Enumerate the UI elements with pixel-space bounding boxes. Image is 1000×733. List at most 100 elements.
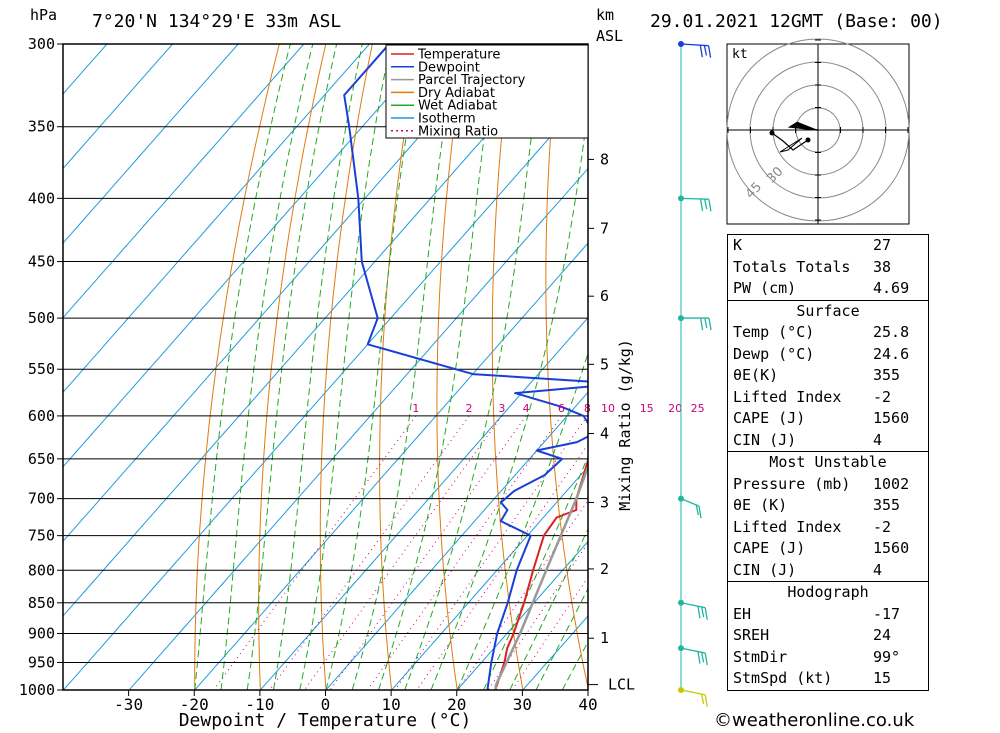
index-row: Temp (°C) 25.8 — [733, 323, 910, 341]
copyright-link[interactable]: ©weatheronline.co.uk — [714, 710, 915, 731]
km-tick-label: 1 — [600, 629, 609, 647]
legend-box — [385, 44, 589, 139]
km-tick-label: 6 — [600, 287, 609, 305]
dry-adiabat-line — [258, 44, 327, 690]
hodograph-point — [769, 130, 775, 136]
index-row: Lifted Index -2 — [733, 387, 892, 406]
wind-barb-feather — [703, 45, 708, 56]
mixing-ratio-label: 2 — [466, 402, 473, 415]
km-tick-label: 4 — [600, 425, 609, 443]
wind-barb-feather — [704, 652, 708, 666]
mixing-ratio-line — [366, 415, 562, 690]
pressure-tick-label: 650 — [28, 450, 55, 468]
legend-entry: Mixing Ratio — [418, 124, 498, 139]
km-label: km — [596, 6, 614, 24]
wet-adiabat-line — [351, 44, 458, 690]
wind-barb-feather — [699, 45, 703, 58]
wind-barb-shaft — [680, 602, 706, 609]
index-row: SREH 24 — [733, 626, 892, 644]
wet-adiabat-line — [194, 44, 291, 690]
most-unstable-indices: Most Unstable Pressure (mb) 1002 θE (K) 35… — [728, 452, 928, 582]
pressure-tick-label: 400 — [28, 189, 55, 207]
index-row: θE (K) 355 — [733, 496, 901, 514]
wind-barb-feather — [707, 45, 712, 58]
index-row: CIN (J) 4 — [733, 560, 883, 579]
wind-barb-shaft — [680, 498, 700, 507]
wet-adiabat-line — [246, 44, 338, 690]
dry-adiabat-line — [977, 44, 1000, 690]
section-title: Surface — [796, 301, 860, 320]
index-row: CAPE (J) 1560 — [733, 539, 910, 557]
temperature-tick-label: 20 — [447, 695, 466, 714]
wind-barb-feather — [708, 317, 712, 331]
indices-table: K 27 Totals Totals 38 PW (cm) 4.69 Surface … — [727, 234, 929, 691]
wet-adiabat-line — [273, 44, 363, 690]
index-row: Dewp (°C) 24.6 — [733, 344, 910, 363]
pressure-tick-label: 350 — [28, 118, 55, 136]
pressure-unit-label: hPa — [30, 6, 57, 24]
mixing-ratio-line — [269, 415, 470, 690]
parcel-trajectory-curve — [494, 463, 588, 690]
isotherm-line — [63, 44, 502, 543]
x-axis-label: Dewpoint / Temperature (°C) — [179, 710, 472, 731]
pressure-tick-label: 700 — [28, 490, 55, 508]
storm-motion-arrow — [779, 137, 803, 153]
wind-barb-feather — [704, 694, 708, 708]
wind-barb-feather — [704, 198, 708, 210]
mixing-ratio-line — [511, 576, 588, 690]
km-tick-label: 3 — [600, 493, 609, 511]
km-tick-label: 7 — [600, 219, 609, 237]
wet-adiabat-line — [404, 44, 544, 690]
isotherm-line — [194, 242, 588, 690]
wind-barb-feather — [704, 607, 708, 620]
pressure-tick-label: 1000 — [19, 681, 55, 699]
wind-barb-feather — [699, 198, 704, 212]
isotherm-line — [456, 540, 588, 690]
hodograph-indices: Hodograph EH -17 SREH 24 StmDir 99° StmSpd … — [728, 582, 928, 690]
index-row: StmDir 99° — [733, 647, 901, 666]
temperature-tick-label: 30 — [513, 695, 532, 714]
temperature-tick-label: -30 — [114, 695, 143, 714]
wind-barb-shaft — [680, 647, 706, 654]
pressure-tick-label: 900 — [28, 624, 55, 642]
temperature-tick-label: 10 — [381, 695, 400, 714]
asl-label: ASL — [596, 27, 623, 45]
dry-adiabat-line — [930, 44, 1000, 690]
location-title: 7°20'N 134°29'E 33m ASL — [92, 11, 341, 32]
mixing-ratio-label: 10 — [601, 402, 615, 415]
mixing-ratio-label: 1 — [412, 402, 419, 415]
index-row: CIN (J) 4 — [733, 430, 883, 449]
pressure-tick-label: 300 — [28, 35, 55, 53]
mixing-ratio-label: 20 — [668, 402, 682, 415]
pressure-grid — [63, 43, 588, 691]
legend-entry: Dry Adiabat — [418, 86, 495, 101]
index-row: StmSpd (kt) 15 — [733, 669, 892, 687]
mixing-ratio-label: 15 — [640, 402, 654, 415]
wind-barb-feather — [700, 694, 705, 705]
wind-barb-shaft — [680, 43, 709, 47]
wind-barb-feather — [700, 652, 705, 663]
pressure-tick-label: 500 — [28, 309, 55, 327]
isotherm-line — [63, 44, 436, 468]
index-row: Totals Totals 38 — [733, 257, 892, 276]
isotherm-line — [63, 44, 239, 244]
pressure-tick-label: 600 — [28, 407, 55, 425]
legend-entry: Isotherm — [418, 112, 476, 127]
isotherm-line — [63, 44, 173, 170]
wind-barb-shaft — [680, 689, 706, 696]
temperature-tick-label: 0 — [321, 695, 331, 714]
km-tick-label: 2 — [600, 560, 609, 578]
wet-adiabat-line — [378, 44, 498, 690]
isotherm-line — [522, 615, 588, 690]
index-row: θE(K) 355 — [733, 366, 901, 384]
legend-entry: Temperature — [417, 48, 500, 63]
surface-indices: Surface Temp (°C) 25.8 Dewp (°C) 24.6 θE(K… — [728, 301, 928, 452]
mixing-ratio-label: 25 — [691, 402, 705, 415]
isotherm-line — [63, 44, 370, 394]
lcl-label: LCL — [608, 676, 635, 694]
wind-barb-feather — [698, 506, 702, 519]
hodograph-trace — [771, 132, 809, 151]
wet-adiabat-line — [325, 44, 423, 690]
